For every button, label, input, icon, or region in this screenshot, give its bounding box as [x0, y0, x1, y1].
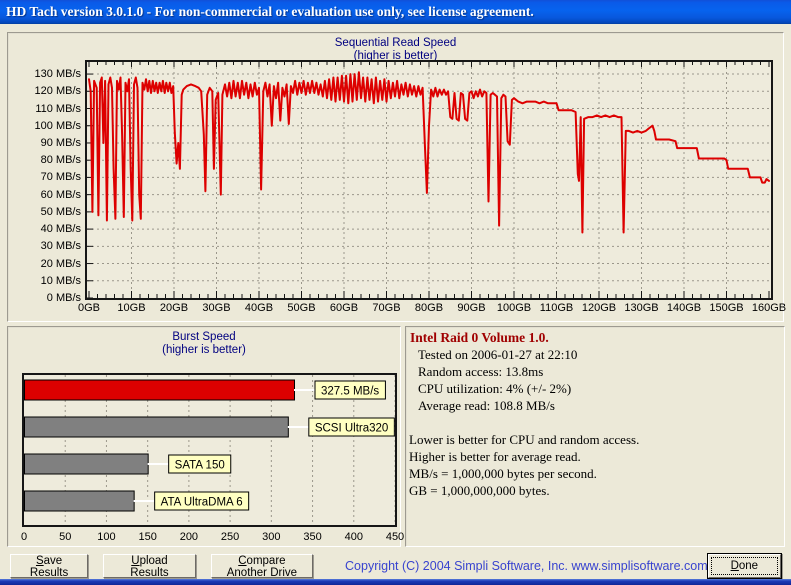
sequential-read-panel: Sequential Read Speed (higher is better)…	[7, 32, 784, 322]
footer-bar: Save Results Upload Results Compare Anothe…	[0, 549, 791, 579]
seq-x-tick-label: 30GB	[202, 302, 230, 314]
burst-bar	[25, 454, 149, 474]
window-bottom-border	[0, 579, 791, 585]
info-note-line: GB = 1,000,000,000 bytes.	[406, 482, 784, 499]
seq-x-axis-labels: 0GB 10GB 20GB 30GB 40GB 50GB 60GB 70GB 80GB 90GB 1…	[8, 302, 781, 317]
burst-x-tick-label: 350	[303, 531, 321, 543]
seq-x-tick-label: 150GB	[709, 302, 743, 314]
seq-x-tick-label: 0GB	[78, 302, 100, 314]
seq-y-tick-label: 100 MB/s	[35, 120, 81, 132]
seq-chart-title: Sequential Read Speed	[8, 37, 783, 50]
seq-x-tick-label: 10GB	[117, 302, 145, 314]
drive-stats: Tested on 2006-01-27 at 22:10Random acce…	[406, 346, 784, 414]
copyright-text: Copyright (C) 2004 Simpli Software, Inc.…	[345, 559, 708, 573]
seq-y-tick-label: 70 MB/s	[41, 171, 81, 183]
seq-y-tick-label: 130 MB/s	[35, 68, 81, 80]
info-note-line: Lower is better for CPU and random acces…	[406, 431, 784, 448]
burst-x-tick-label: 50	[59, 531, 71, 543]
seq-y-tick-label: 40 MB/s	[41, 223, 81, 235]
seq-x-tick-label: 80GB	[415, 302, 443, 314]
burst-bar-label: SCSI Ultra320	[315, 423, 389, 435]
burst-x-tick-label: 0	[21, 531, 27, 543]
burst-x-tick-label: 450	[386, 531, 404, 543]
seq-y-tick-label: 110 MB/s	[35, 103, 81, 115]
seq-x-tick-label: 60GB	[330, 302, 358, 314]
burst-chart-title: Burst Speed	[8, 331, 400, 344]
seq-y-tick-label: 50 MB/s	[41, 206, 81, 218]
info-note-line: MB/s = 1,000,000 bytes per second.	[406, 465, 784, 482]
info-notes: Lower is better for CPU and random acces…	[406, 431, 784, 499]
seq-x-tick-label: 140GB	[667, 302, 701, 314]
burst-chart-subtitle: (higher is better)	[8, 344, 400, 357]
burst-bar	[25, 417, 289, 437]
drive-stat-line: Random access: 13.8ms	[406, 363, 784, 380]
seq-x-tick-label: 40GB	[245, 302, 273, 314]
burst-bar-label: 327.5 MB/s	[321, 386, 379, 398]
save-results-button[interactable]: Save Results	[10, 554, 88, 578]
done-button[interactable]: Done	[708, 554, 781, 578]
compare-another-drive-button[interactable]: Compare Another Drive	[211, 554, 313, 578]
seq-y-tick-label: 120 MB/s	[35, 85, 81, 97]
info-spacer	[406, 414, 784, 431]
burst-x-axis-labels: 050100150200250300350400450	[8, 531, 400, 546]
burst-speed-plot: 327.5 MB/s SCSI Ultra320 SATA 150 ATA Ultra…	[22, 373, 397, 527]
hdtach-window: HD Tach version 3.0.1.0 - For non-commer…	[0, 0, 791, 585]
drive-stat-line: Tested on 2006-01-27 at 22:10	[406, 346, 784, 363]
burst-bar	[25, 380, 295, 400]
seq-y-tick-label: 10 MB/s	[41, 275, 81, 287]
drive-stat-line: CPU utilization: 4% (+/- 2%)	[406, 380, 784, 397]
seq-y-tick-label: 90 MB/s	[41, 137, 81, 149]
burst-bar-label: ATA UltraDMA 6	[161, 497, 243, 509]
seq-y-tick-label: 30 MB/s	[41, 240, 81, 252]
seq-x-tick-label: 160GB	[752, 302, 786, 314]
seq-x-tick-label: 130GB	[624, 302, 658, 314]
upload-results-button[interactable]: Upload Results	[103, 554, 196, 578]
seq-x-tick-label: 20GB	[160, 302, 188, 314]
burst-x-tick-label: 400	[345, 531, 363, 543]
seq-x-tick-label: 120GB	[582, 302, 616, 314]
burst-x-tick-label: 250	[221, 531, 239, 543]
seq-read-plot	[85, 60, 773, 300]
window-title: HD Tach version 3.0.1.0 - For non-commer…	[0, 4, 534, 20]
seq-x-tick-label: 90GB	[457, 302, 485, 314]
drive-info-panel: Intel Raid 0 Volume 1.0. Tested on 2006-…	[405, 326, 785, 547]
burst-bar-label: SATA 150	[175, 460, 225, 472]
seq-x-tick-label: 110GB	[540, 302, 573, 314]
titlebar[interactable]: HD Tach version 3.0.1.0 - For non-commer…	[0, 0, 791, 24]
burst-speed-panel: Burst Speed (higher is better) 327.5 MB/…	[7, 326, 401, 547]
seq-x-tick-label: 100GB	[497, 302, 531, 314]
seq-y-tick-label: 80 MB/s	[41, 154, 81, 166]
seq-x-tick-label: 70GB	[372, 302, 400, 314]
burst-bar	[25, 491, 135, 511]
burst-x-tick-label: 200	[180, 531, 198, 543]
info-note-line: Higher is better for average read.	[406, 448, 784, 465]
drive-name: Intel Raid 0 Volume 1.0.	[406, 327, 784, 346]
burst-x-tick-label: 150	[138, 531, 156, 543]
burst-x-tick-label: 100	[97, 531, 115, 543]
seq-y-tick-label: 20 MB/s	[41, 258, 81, 270]
burst-x-tick-label: 300	[262, 531, 280, 543]
seq-y-axis-labels: 130 MB/s 120 MB/s 110 MB/s 100 MB/s 90 MB/s 8…	[8, 60, 85, 300]
seq-x-tick-label: 50GB	[287, 302, 315, 314]
drive-stat-line: Average read: 108.8 MB/s	[406, 397, 784, 414]
seq-y-tick-label: 60 MB/s	[41, 189, 81, 201]
